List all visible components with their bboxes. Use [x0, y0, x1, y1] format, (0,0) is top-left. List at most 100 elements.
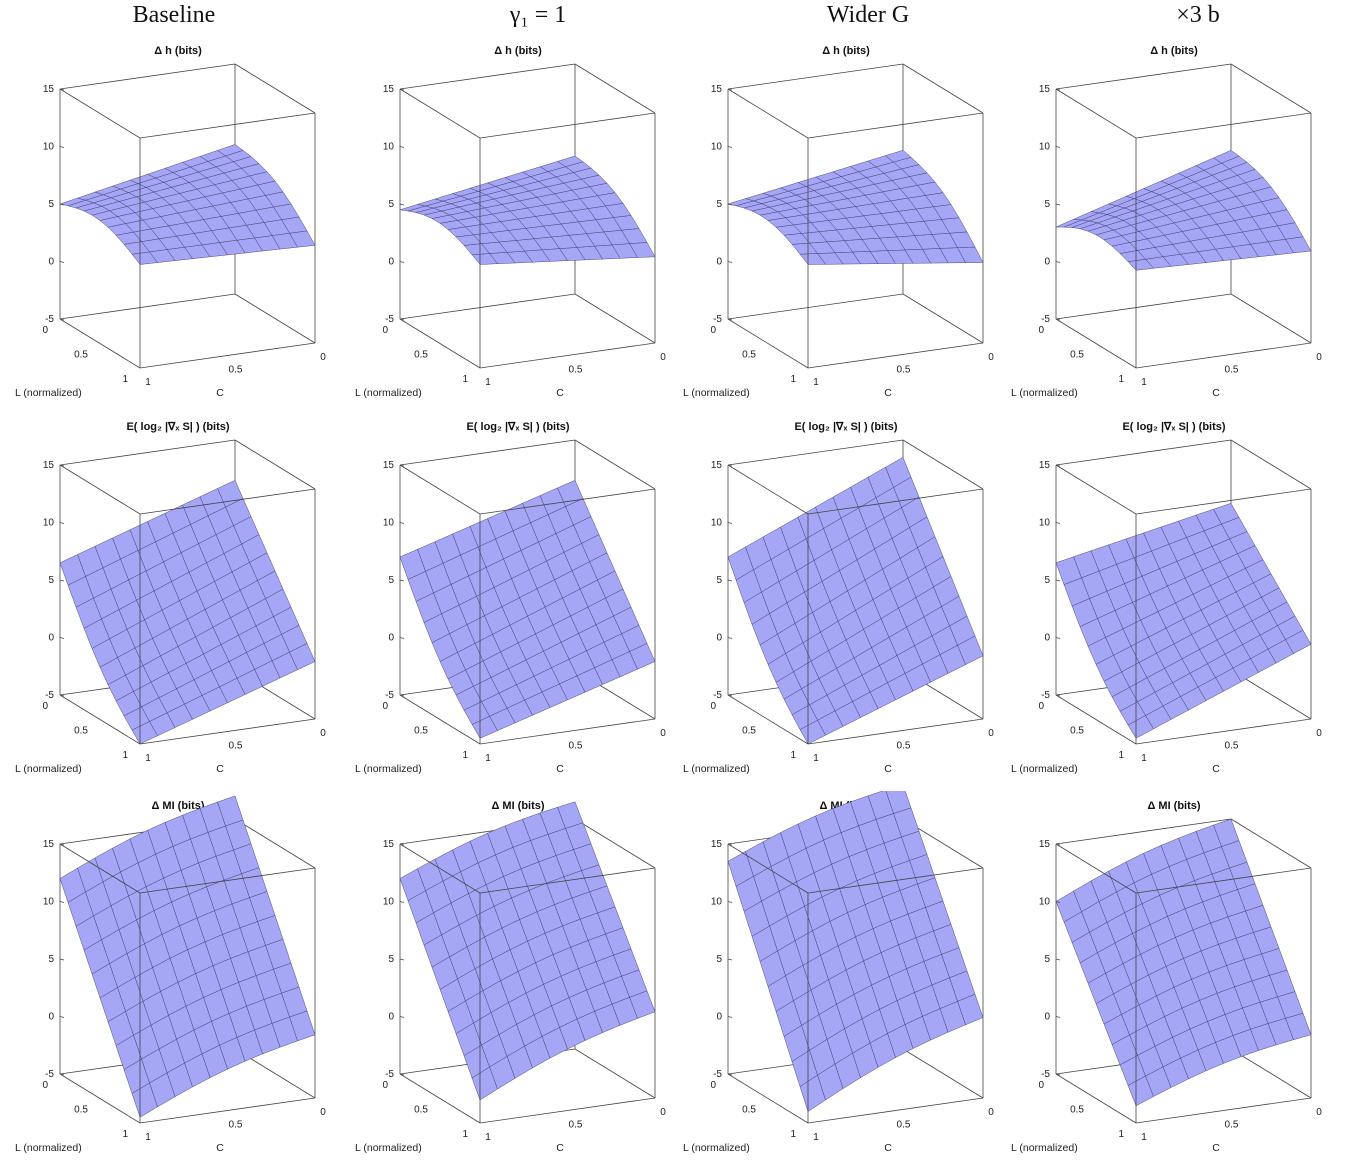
y-tick-label: 0.5 [897, 1120, 911, 1131]
x-tick-label: 0 [710, 325, 716, 336]
z-tick-mark [59, 843, 65, 846]
box-edge [59, 293, 236, 320]
box-edge [902, 439, 984, 490]
x-axis-label: L (normalized) [1011, 387, 1078, 399]
y-tick-label: 1 [145, 1132, 151, 1143]
x-tick-label: 0.5 [74, 726, 88, 737]
z-tick-mark [399, 694, 405, 697]
box-edge [727, 318, 809, 369]
z-tick-label: 10 [711, 518, 723, 529]
x-tick-label: 0 [1038, 701, 1044, 712]
x-tick-label: 0.5 [414, 1105, 428, 1116]
y-tick-label: 0.5 [1225, 1120, 1239, 1131]
y-tick-label: 0 [320, 1107, 326, 1118]
y-tick-label: 0.5 [229, 1120, 243, 1131]
box-edge [1230, 1048, 1312, 1099]
z-tick-mark [727, 261, 733, 263]
z-tick-label: -5 [385, 314, 394, 325]
y-tick-label: 1 [485, 377, 491, 388]
z-tick-label: 5 [1044, 954, 1050, 965]
z-tick-label: -5 [1041, 690, 1050, 701]
box-edge [234, 439, 316, 490]
z-tick-mark [399, 958, 405, 961]
y-tick-label: 0.5 [1225, 365, 1239, 376]
x-axis-label: L (normalized) [1011, 1142, 1078, 1154]
box-edge [807, 718, 984, 745]
z-tick-label: 5 [1044, 199, 1050, 210]
z-tick-mark [727, 203, 733, 206]
z-tick-label: 0 [716, 633, 722, 644]
z-tick-mark [399, 88, 405, 91]
surface-mesh [399, 480, 656, 739]
z-tick-mark [59, 464, 65, 467]
x-axis-label: L (normalized) [683, 387, 750, 399]
z-tick-mark [1055, 88, 1061, 91]
z-tick-label: 15 [43, 839, 55, 850]
z-tick-label: 0 [48, 257, 54, 268]
x-tick-label: 1 [462, 1129, 468, 1140]
z-tick-mark [727, 579, 733, 582]
y-tick-label: 1 [813, 753, 819, 764]
box-edge [479, 112, 656, 139]
surface-mesh [727, 456, 984, 745]
y-tick-label: 0.5 [897, 741, 911, 752]
y-axis-label: C [1212, 1142, 1220, 1154]
panel-title: Δ h (bits) [1150, 45, 1198, 57]
x-tick-label: 0.5 [74, 1105, 88, 1116]
z-tick-mark [727, 694, 733, 697]
box-edge [574, 818, 656, 869]
y-tick-label: 1 [145, 753, 151, 764]
z-tick-label: 15 [711, 84, 723, 95]
surface-mesh [1055, 818, 1312, 1107]
box-edge [479, 1097, 656, 1124]
z-tick-mark [399, 318, 405, 321]
x-tick-label: 0.5 [414, 350, 428, 361]
z-tick-mark [727, 1016, 733, 1018]
z-tick-label: -5 [1041, 314, 1050, 325]
box-edge [1055, 818, 1232, 845]
box-edge [139, 112, 316, 139]
x-tick-label: 0.5 [1070, 350, 1084, 361]
z-tick-mark [59, 694, 65, 697]
z-tick-mark [59, 146, 65, 148]
z-tick-label: 0 [1044, 633, 1050, 644]
box-edge [1135, 342, 1312, 369]
z-tick-mark [399, 261, 405, 263]
surface-facet [59, 197, 87, 207]
surface-mesh [1055, 503, 1312, 739]
z-tick-mark [1055, 1073, 1061, 1076]
panel-title: Δ MI (bits) [1147, 800, 1200, 812]
z-tick-mark [1055, 261, 1061, 263]
z-tick-mark [1055, 1016, 1061, 1018]
z-tick-mark [399, 146, 405, 148]
z-tick-mark [59, 1016, 65, 1018]
surface-panel: Δ h (bits) 15 10 5 0 -5 0 0.5 1 L (normalized) 1 0.… [0, 36, 340, 412]
z-tick-label: 15 [1039, 460, 1051, 471]
x-axis-label: L (normalized) [683, 1142, 750, 1154]
box-edge [727, 293, 904, 320]
z-tick-label: 5 [716, 575, 722, 586]
x-tick-label: 1 [122, 374, 128, 385]
box-edge [59, 464, 141, 515]
y-axis-label: C [884, 1142, 892, 1154]
z-tick-label: 10 [383, 897, 395, 908]
box-edge [399, 1073, 481, 1124]
box-edge [1230, 63, 1312, 114]
panel-title: Δ MI (bits) [491, 800, 544, 812]
z-tick-mark [59, 579, 65, 582]
z-tick-label: 15 [1039, 839, 1051, 850]
surface-mesh [59, 479, 316, 745]
y-tick-label: 0 [1316, 728, 1322, 739]
x-tick-label: 0 [42, 325, 48, 336]
x-tick-label: 0 [42, 701, 48, 712]
surface-facet [1055, 219, 1082, 228]
box-edge [574, 1048, 656, 1099]
column-header-wider-g: Wider G [826, 2, 910, 28]
z-tick-mark [59, 88, 65, 91]
box-edge [1135, 112, 1312, 139]
z-tick-label: 5 [1044, 575, 1050, 586]
z-tick-label: 15 [1039, 84, 1051, 95]
